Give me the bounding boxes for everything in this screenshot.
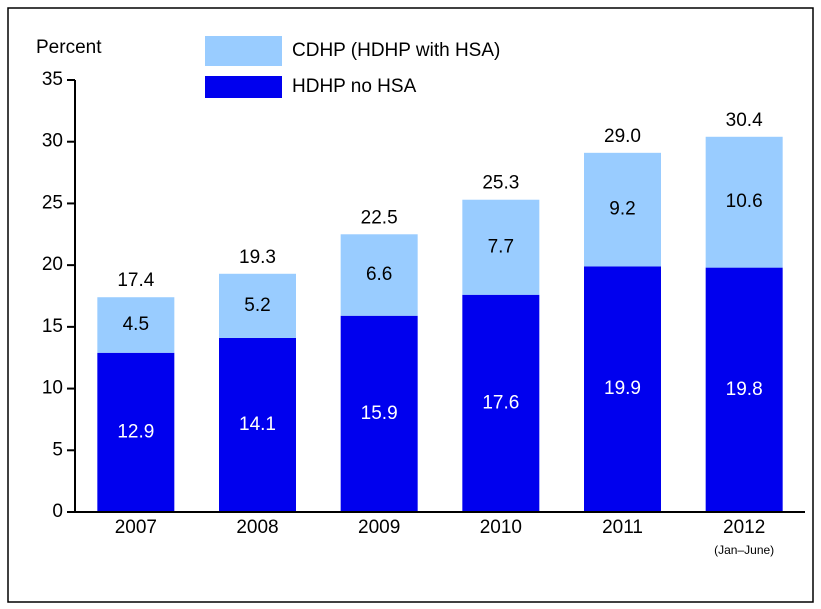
bar-segment — [462, 199, 540, 295]
legend-swatch — [205, 76, 282, 98]
legend-label: HDHP no HSA — [292, 76, 417, 97]
bar-segment — [219, 337, 296, 512]
value-label: 17.6 — [482, 392, 519, 413]
value-label: 19.9 — [604, 378, 641, 399]
bar-segment — [584, 266, 661, 512]
y-tick-label: 5 — [52, 439, 63, 460]
bar-segment — [705, 136, 783, 268]
total-label: 30.4 — [726, 110, 763, 131]
bar-segment — [97, 352, 175, 512]
y-tick-label: 20 — [42, 254, 63, 275]
bar-segment — [584, 152, 661, 267]
y-tick-label: 10 — [42, 378, 63, 399]
value-label: 5.2 — [244, 295, 270, 316]
y-tick-label: 15 — [42, 316, 63, 337]
y-tick-label: 35 — [42, 69, 63, 90]
total-label: 17.4 — [117, 270, 154, 291]
value-label: 9.2 — [609, 199, 635, 220]
value-label: 7.7 — [488, 236, 514, 257]
value-label: 12.9 — [117, 421, 154, 442]
total-label: 22.5 — [361, 207, 398, 228]
bar-segment — [462, 294, 540, 512]
legend-swatch — [205, 36, 282, 66]
bar-segment — [219, 273, 296, 338]
x-tick-label: 2012 — [723, 517, 765, 538]
value-label: 10.6 — [726, 191, 763, 212]
x-tick-label: 2010 — [480, 517, 522, 538]
bar-segment — [705, 267, 783, 512]
total-label: 25.3 — [482, 173, 519, 194]
y-tick-label: 0 — [52, 501, 63, 522]
value-label: 4.5 — [123, 314, 149, 335]
bar-segment — [97, 297, 175, 353]
y-tick-label: 25 — [42, 192, 63, 213]
legend-label: CDHP (HDHP with HSA) — [292, 40, 500, 61]
y-tick-label: 30 — [42, 131, 63, 152]
bar-segment — [340, 234, 418, 316]
x-tick-label: 2007 — [115, 517, 157, 538]
x-tick-note: (Jan–June) — [714, 543, 774, 557]
x-tick-label: 2008 — [236, 517, 278, 538]
value-label: 19.8 — [726, 379, 763, 400]
bar-segment — [340, 315, 418, 512]
y-axis-label: Percent — [36, 37, 102, 58]
total-label: 29.0 — [604, 126, 641, 147]
x-tick-label: 2011 — [602, 517, 643, 538]
value-label: 14.1 — [239, 414, 276, 435]
x-tick-label: 2009 — [358, 517, 400, 538]
value-label: 6.6 — [366, 264, 392, 285]
value-label: 15.9 — [361, 403, 398, 424]
total-label: 19.3 — [239, 247, 276, 268]
